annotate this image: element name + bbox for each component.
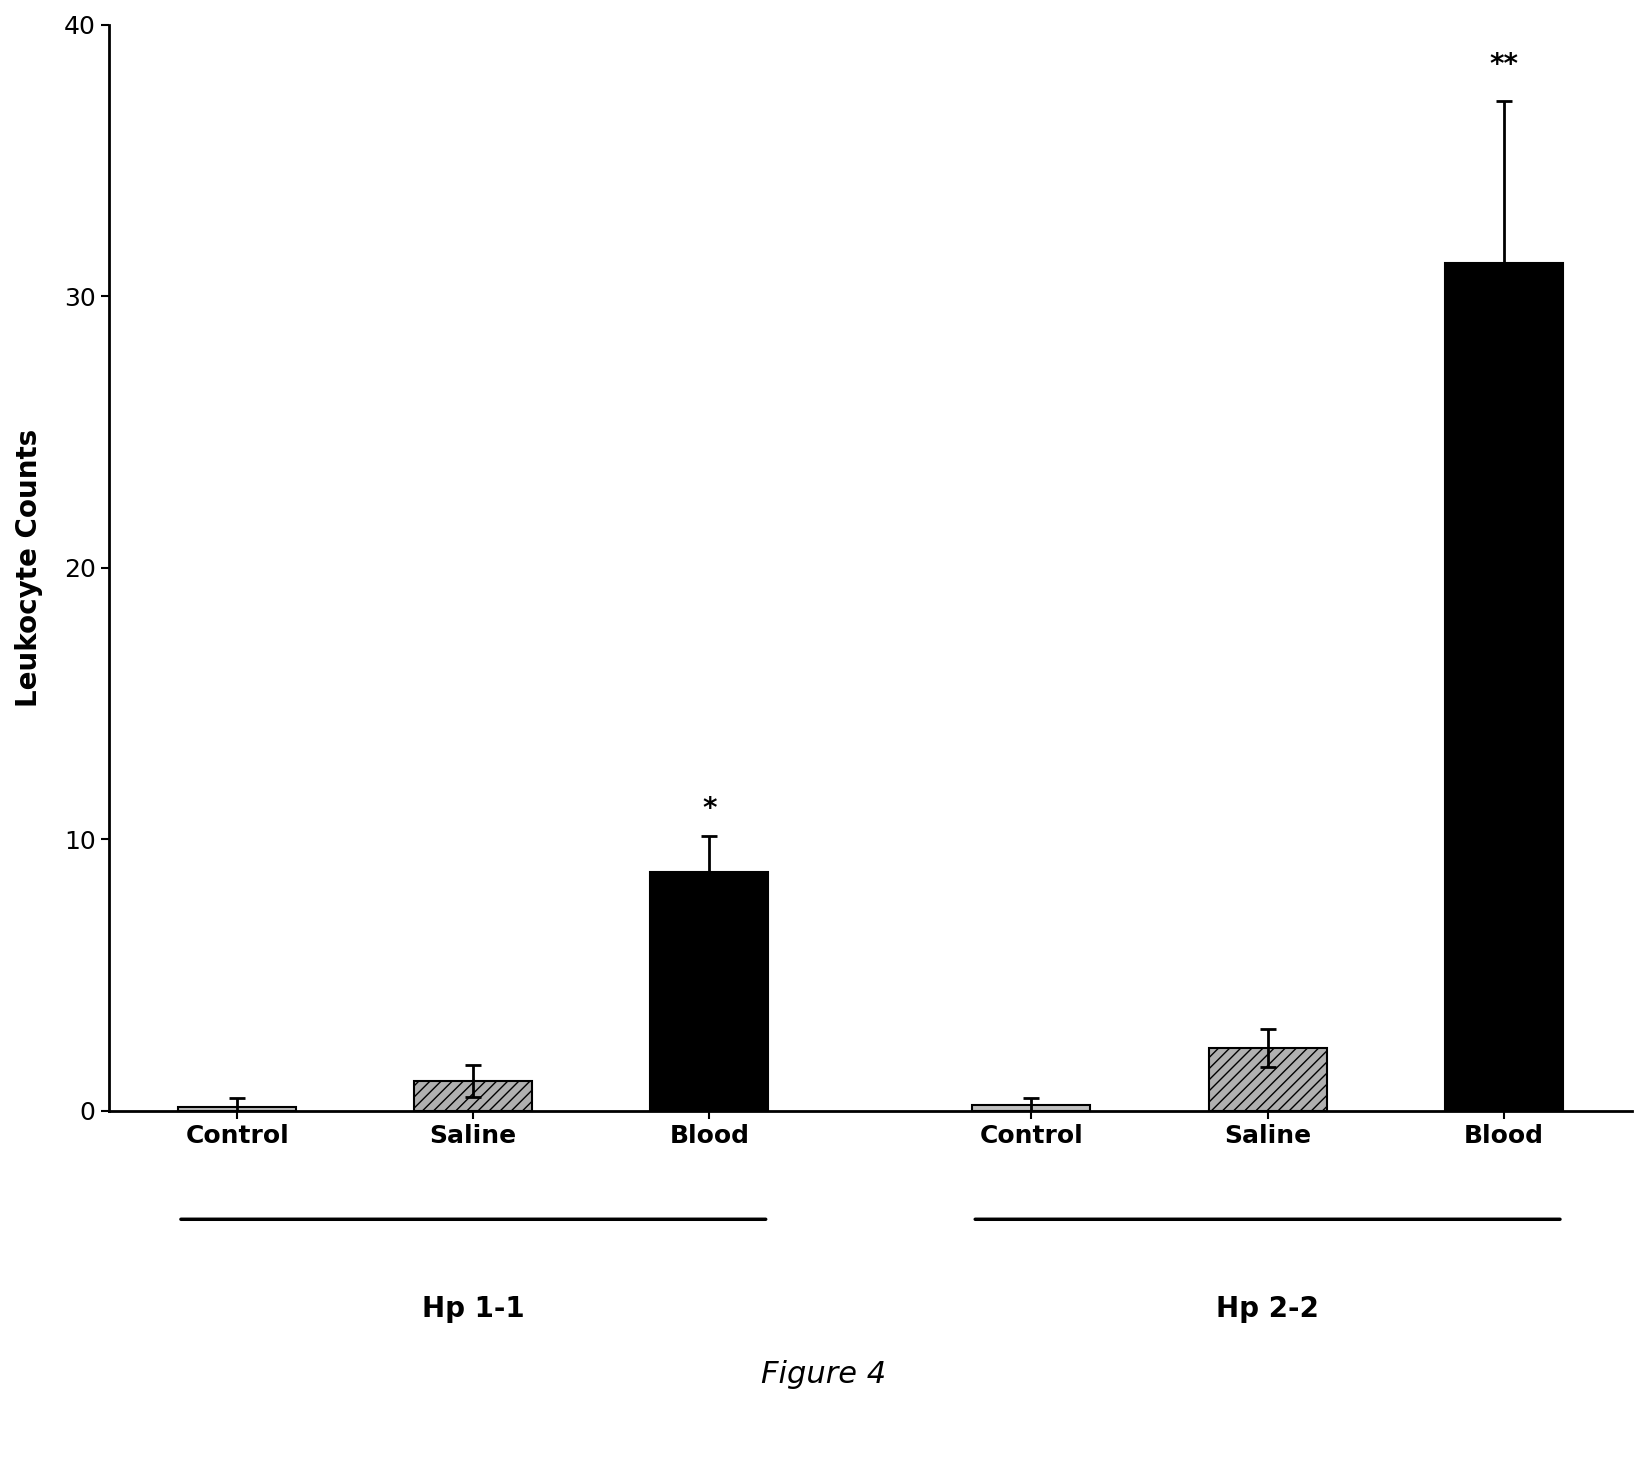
- Bar: [651, 871, 769, 1111]
- Y-axis label: Leukocyte Counts: Leukocyte Counts: [15, 428, 43, 706]
- Bar: [1444, 263, 1563, 1111]
- Text: Hp 2-2: Hp 2-2: [1215, 1295, 1319, 1323]
- Text: Hp 1-1: Hp 1-1: [422, 1295, 525, 1323]
- Bar: [1209, 1048, 1326, 1111]
- Text: **: **: [1489, 51, 1519, 79]
- Bar: [415, 1080, 532, 1111]
- Text: Figure 4: Figure 4: [761, 1360, 886, 1389]
- Bar: [972, 1105, 1090, 1111]
- Bar: [178, 1107, 296, 1111]
- Text: *: *: [702, 795, 716, 823]
